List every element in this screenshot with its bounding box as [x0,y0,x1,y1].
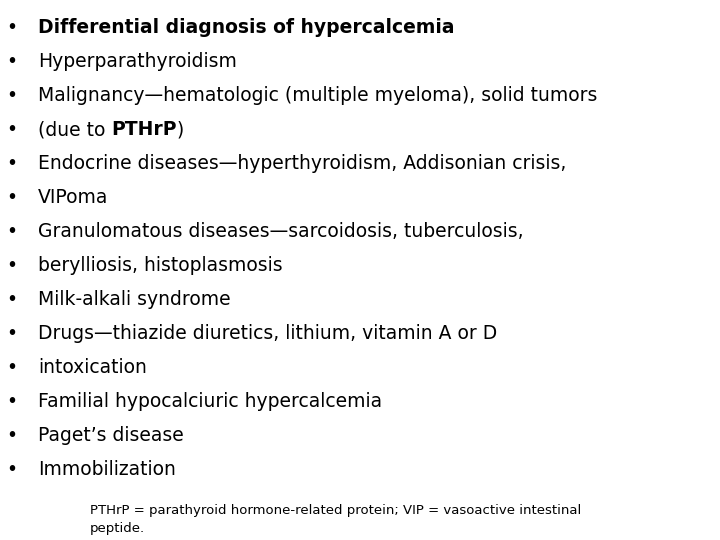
Text: VIPoma: VIPoma [38,188,109,207]
Text: PTHrP: PTHrP [112,120,177,139]
Text: berylliosis, histoplasmosis: berylliosis, histoplasmosis [38,256,283,275]
Text: •: • [6,392,17,411]
Text: Immobilization: Immobilization [38,460,176,479]
Text: •: • [6,460,17,479]
Text: Differential diagnosis of hypercalcemia: Differential diagnosis of hypercalcemia [38,18,454,37]
Text: PTHrP = parathyroid hormone-related protein; VIP = vasoactive intestinal: PTHrP = parathyroid hormone-related prot… [90,504,581,517]
Text: ): ) [177,120,184,139]
Text: •: • [6,290,17,309]
Text: •: • [6,222,17,241]
Text: Familial hypocalciuric hypercalcemia: Familial hypocalciuric hypercalcemia [38,392,382,411]
Text: (due to: (due to [38,120,112,139]
Text: •: • [6,120,17,139]
Text: Milk-alkali syndrome: Milk-alkali syndrome [38,290,230,309]
Text: Malignancy—hematologic (multiple myeloma), solid tumors: Malignancy—hematologic (multiple myeloma… [38,86,598,105]
Text: •: • [6,188,17,207]
Text: Endocrine diseases—hyperthyroidism, Addisonian crisis,: Endocrine diseases—hyperthyroidism, Addi… [38,154,567,173]
Text: Drugs—thiazide diuretics, lithium, vitamin A or D: Drugs—thiazide diuretics, lithium, vitam… [38,324,498,343]
Text: •: • [6,256,17,275]
Text: •: • [6,154,17,173]
Text: Hyperparathyroidism: Hyperparathyroidism [38,52,237,71]
Text: peptide.: peptide. [90,522,145,535]
Text: intoxication: intoxication [38,358,147,377]
Text: •: • [6,426,17,445]
Text: Paget’s disease: Paget’s disease [38,426,184,445]
Text: •: • [6,52,17,71]
Text: Granulomatous diseases—sarcoidosis, tuberculosis,: Granulomatous diseases—sarcoidosis, tube… [38,222,523,241]
Text: •: • [6,86,17,105]
Text: •: • [6,18,17,37]
Text: •: • [6,358,17,377]
Text: •: • [6,324,17,343]
